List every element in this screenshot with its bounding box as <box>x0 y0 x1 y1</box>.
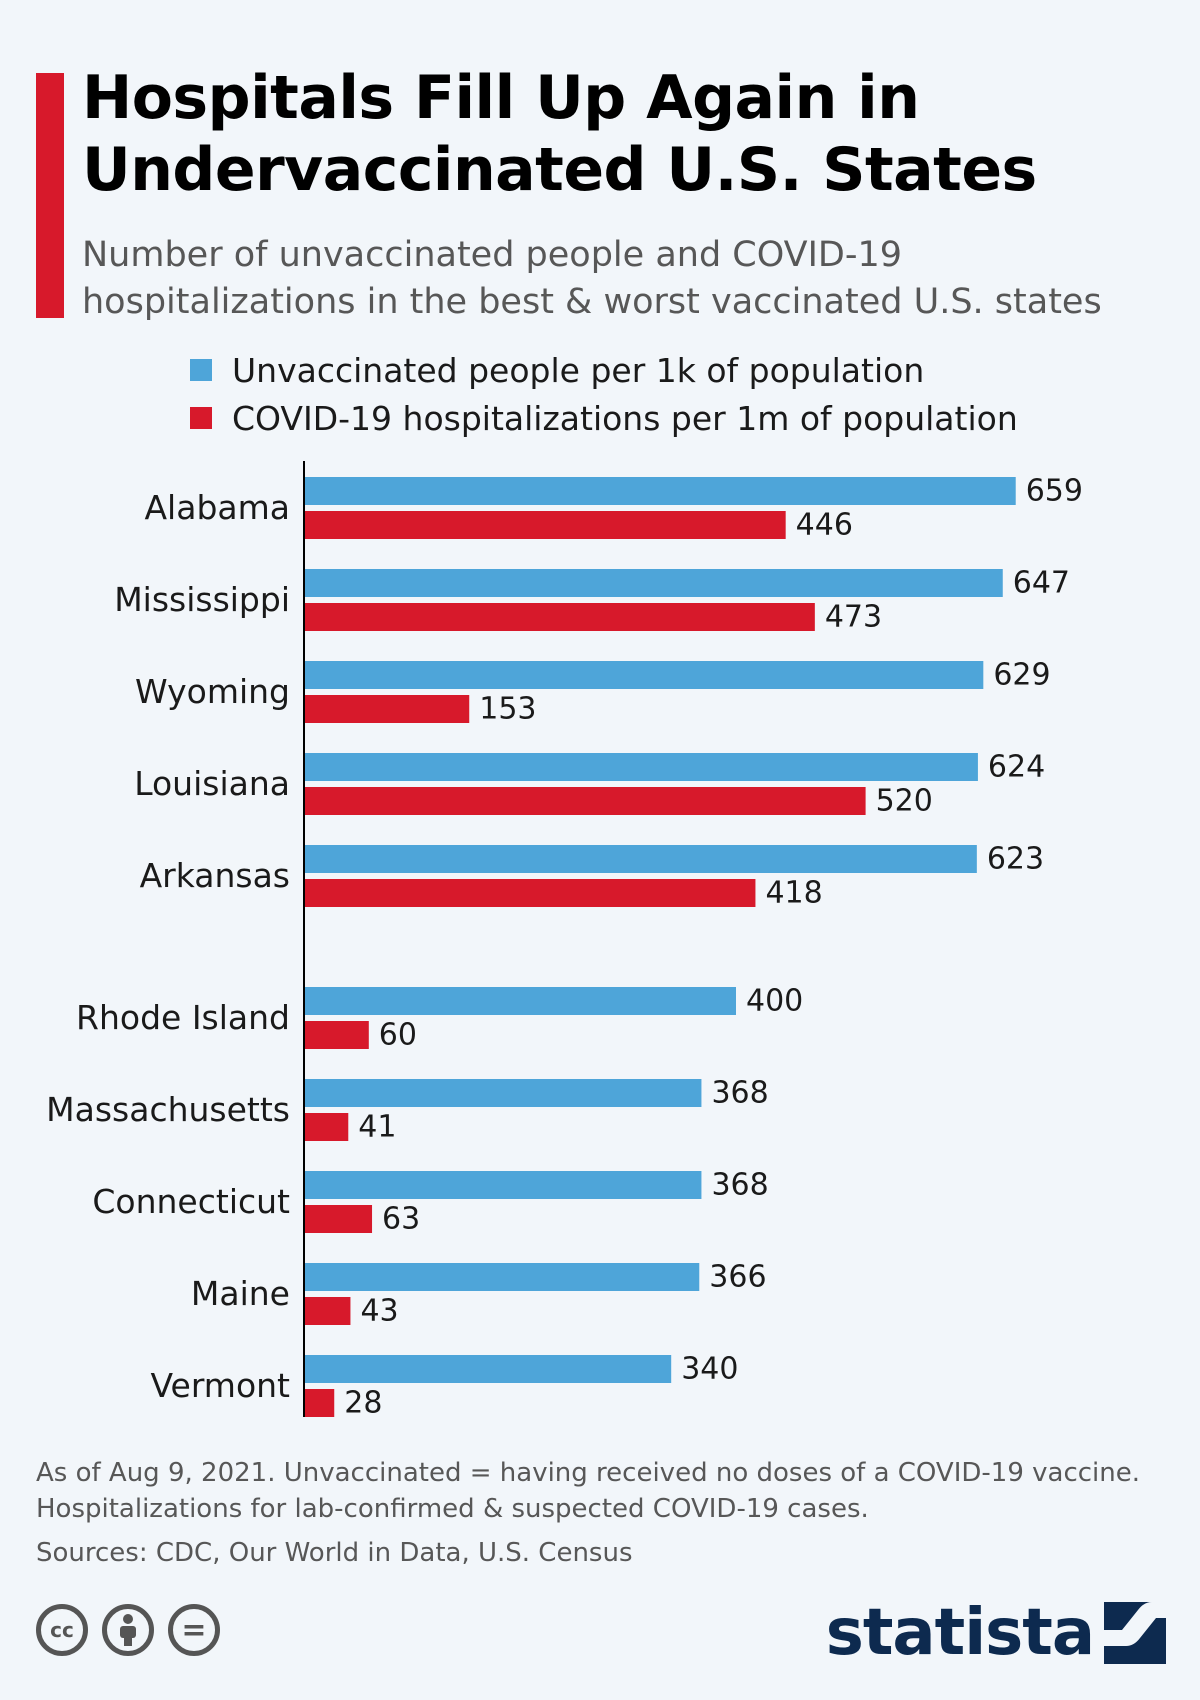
bar-hospitalizations-connecticut <box>304 1205 373 1233</box>
value-label-unvaccinated-wyoming: 629 <box>993 658 1050 693</box>
accent-bar <box>36 73 64 318</box>
value-label-unvaccinated-vermont: 340 <box>681 1352 738 1387</box>
bar-hospitalizations-vermont <box>304 1389 335 1417</box>
value-label-hospitalizations-alabama: 446 <box>796 508 853 543</box>
bar-chart-svg: Alabama 659 446 Mississippi 647 473 Wyoming 629… <box>46 461 1083 1421</box>
statista-brand[interactable]: statista <box>826 1598 1166 1668</box>
legend: Unvaccinated people per 1k of population… <box>190 346 1018 442</box>
bar-unvaccinated-alabama <box>304 477 1016 505</box>
legend-item-hospitalizations: COVID-19 hospitalizations per 1m of popu… <box>190 394 1018 442</box>
category-label-wyoming: Wyoming <box>135 672 290 711</box>
footnote: As of Aug 9, 2021. Unvaccinated = having… <box>36 1455 1176 1527</box>
statista-logo-icon <box>1104 1602 1166 1664</box>
legend-label-unvaccinated: Unvaccinated people per 1k of population <box>232 350 925 390</box>
value-label-unvaccinated-mississippi: 647 <box>1013 566 1070 601</box>
bar-chart: Alabama 659 446 Mississippi 647 473 Wyoming 629… <box>0 455 1200 1420</box>
bar-hospitalizations-louisiana <box>304 787 866 815</box>
bar-unvaccinated-mississippi <box>304 569 1003 597</box>
license-icons[interactable]: cc = <box>36 1604 220 1656</box>
bar-unvaccinated-connecticut <box>304 1171 702 1199</box>
category-label-mississippi: Mississippi <box>114 580 290 619</box>
bar-unvaccinated-maine <box>304 1263 700 1291</box>
value-label-hospitalizations-arkansas: 418 <box>765 876 822 911</box>
attribution-icon[interactable] <box>102 1604 154 1656</box>
bar-unvaccinated-arkansas <box>304 845 977 873</box>
value-label-hospitalizations-vermont: 28 <box>344 1386 382 1421</box>
category-label-maine: Maine <box>191 1274 290 1313</box>
value-label-unvaccinated-louisiana: 624 <box>988 750 1045 785</box>
bar-hospitalizations-wyoming <box>304 695 470 723</box>
legend-swatch-unvaccinated <box>190 359 212 381</box>
bar-unvaccinated-rhode-island <box>304 987 736 1015</box>
value-label-hospitalizations-maine: 43 <box>360 1294 398 1329</box>
category-label-vermont: Vermont <box>151 1366 291 1405</box>
value-label-hospitalizations-louisiana: 520 <box>876 784 933 819</box>
value-label-hospitalizations-wyoming: 153 <box>479 692 536 727</box>
statista-wordmark: statista <box>825 1596 1095 1670</box>
value-label-hospitalizations-massachusetts: 41 <box>358 1110 396 1145</box>
footnote-line-1: As of Aug 9, 2021. Unvaccinated = having… <box>36 1458 1141 1488</box>
source-note: Sources: CDC, Our World in Data, U.S. Ce… <box>36 1538 633 1568</box>
category-label-connecticut: Connecticut <box>92 1182 290 1221</box>
category-label-louisiana: Louisiana <box>134 764 290 803</box>
value-label-hospitalizations-connecticut: 63 <box>382 1202 420 1237</box>
bar-hospitalizations-massachusetts <box>304 1113 349 1141</box>
bar-hospitalizations-arkansas <box>304 879 756 907</box>
bar-hospitalizations-rhode-island <box>304 1021 369 1049</box>
chart-subtitle: Number of unvaccinated people and COVID-… <box>82 235 1102 322</box>
value-label-unvaccinated-maine: 366 <box>709 1260 766 1295</box>
footnote-line-2: Hospitalizations for lab-confirmed & sus… <box>36 1494 869 1524</box>
value-label-hospitalizations-mississippi: 473 <box>825 600 882 635</box>
bar-unvaccinated-vermont <box>304 1355 672 1383</box>
category-label-rhode-island: Rhode Island <box>76 998 290 1037</box>
no-derivatives-icon[interactable]: = <box>168 1604 220 1656</box>
value-label-hospitalizations-rhode-island: 60 <box>379 1018 417 1053</box>
legend-swatch-hospitalizations <box>190 407 212 429</box>
value-label-unvaccinated-connecticut: 368 <box>711 1168 768 1203</box>
chart-title: Hospitals Fill Up Again in Undervaccinat… <box>82 63 1037 205</box>
bar-unvaccinated-wyoming <box>304 661 984 689</box>
cc-icon[interactable]: cc <box>36 1604 88 1656</box>
category-label-arkansas: Arkansas <box>140 856 290 895</box>
value-label-unvaccinated-massachusetts: 368 <box>711 1076 768 1111</box>
category-label-alabama: Alabama <box>144 488 290 527</box>
bar-unvaccinated-louisiana <box>304 753 978 781</box>
value-label-unvaccinated-arkansas: 623 <box>987 842 1044 877</box>
bar-hospitalizations-mississippi <box>304 603 815 631</box>
bar-hospitalizations-maine <box>304 1297 351 1325</box>
bar-hospitalizations-alabama <box>304 511 786 539</box>
value-label-unvaccinated-rhode-island: 400 <box>746 984 803 1019</box>
value-label-unvaccinated-alabama: 659 <box>1026 474 1083 509</box>
legend-item-unvaccinated: Unvaccinated people per 1k of population <box>190 346 1018 394</box>
legend-label-hospitalizations: COVID-19 hospitalizations per 1m of popu… <box>232 398 1018 438</box>
bar-unvaccinated-massachusetts <box>304 1079 702 1107</box>
category-label-massachusetts: Massachusetts <box>46 1090 290 1129</box>
